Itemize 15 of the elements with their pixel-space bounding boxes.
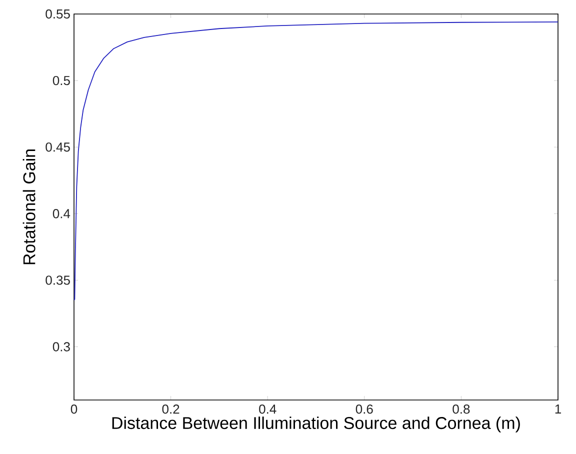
x-tick-label: 0.6 <box>356 404 373 414</box>
y-tick-label: 0.4 <box>52 209 70 218</box>
y-tick-label: 0.5 <box>52 76 70 86</box>
x-axis-title: Distance Between Illumination Source and Cornea (m) <box>112 416 520 432</box>
x-tick-label: 0.2 <box>162 404 180 414</box>
y-axis-title: Rotational Gain <box>22 150 36 264</box>
y-tick-label: 0.55 <box>46 9 70 19</box>
y-tick-label: 0.35 <box>46 276 70 285</box>
line-series <box>74 22 558 301</box>
x-tick-label: 1 <box>555 404 561 414</box>
y-tick-label: 0.3 <box>52 342 70 352</box>
x-tick-label: 0 <box>70 404 78 414</box>
y-tick-label: 0.45 <box>46 142 70 152</box>
x-tick-label: 0.4 <box>259 404 276 414</box>
x-tick-label: 0.8 <box>452 404 470 414</box>
